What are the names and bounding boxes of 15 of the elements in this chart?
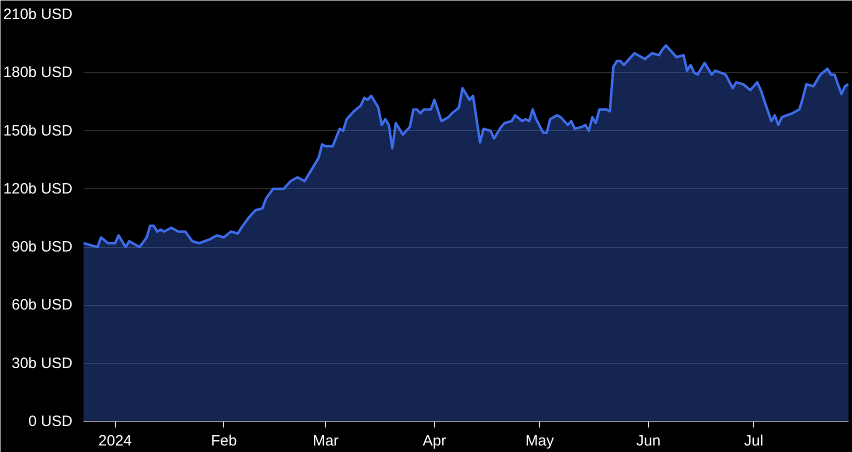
- x-tick-label: May: [526, 432, 554, 450]
- x-tick-label: Feb: [210, 432, 237, 450]
- y-tick-label: 0 USD: [28, 413, 73, 430]
- x-tick-label: Jun: [636, 432, 661, 450]
- x-tick-label: Mar: [312, 432, 339, 450]
- y-tick-label: 60b USD: [12, 296, 73, 314]
- x-tick-label: Apr: [422, 432, 446, 450]
- y-tick-label: 210b USD: [3, 6, 73, 23]
- y-tick-label: 180b USD: [3, 64, 73, 82]
- y-tick-label: 120b USD: [3, 180, 73, 198]
- y-tick-label: 150b USD: [3, 122, 73, 140]
- y-tick-label: 90b USD: [12, 238, 73, 256]
- x-tick-label: 2024: [98, 432, 132, 450]
- x-tick-label: Jul: [744, 432, 764, 450]
- y-tick-label: 30b USD: [12, 354, 73, 372]
